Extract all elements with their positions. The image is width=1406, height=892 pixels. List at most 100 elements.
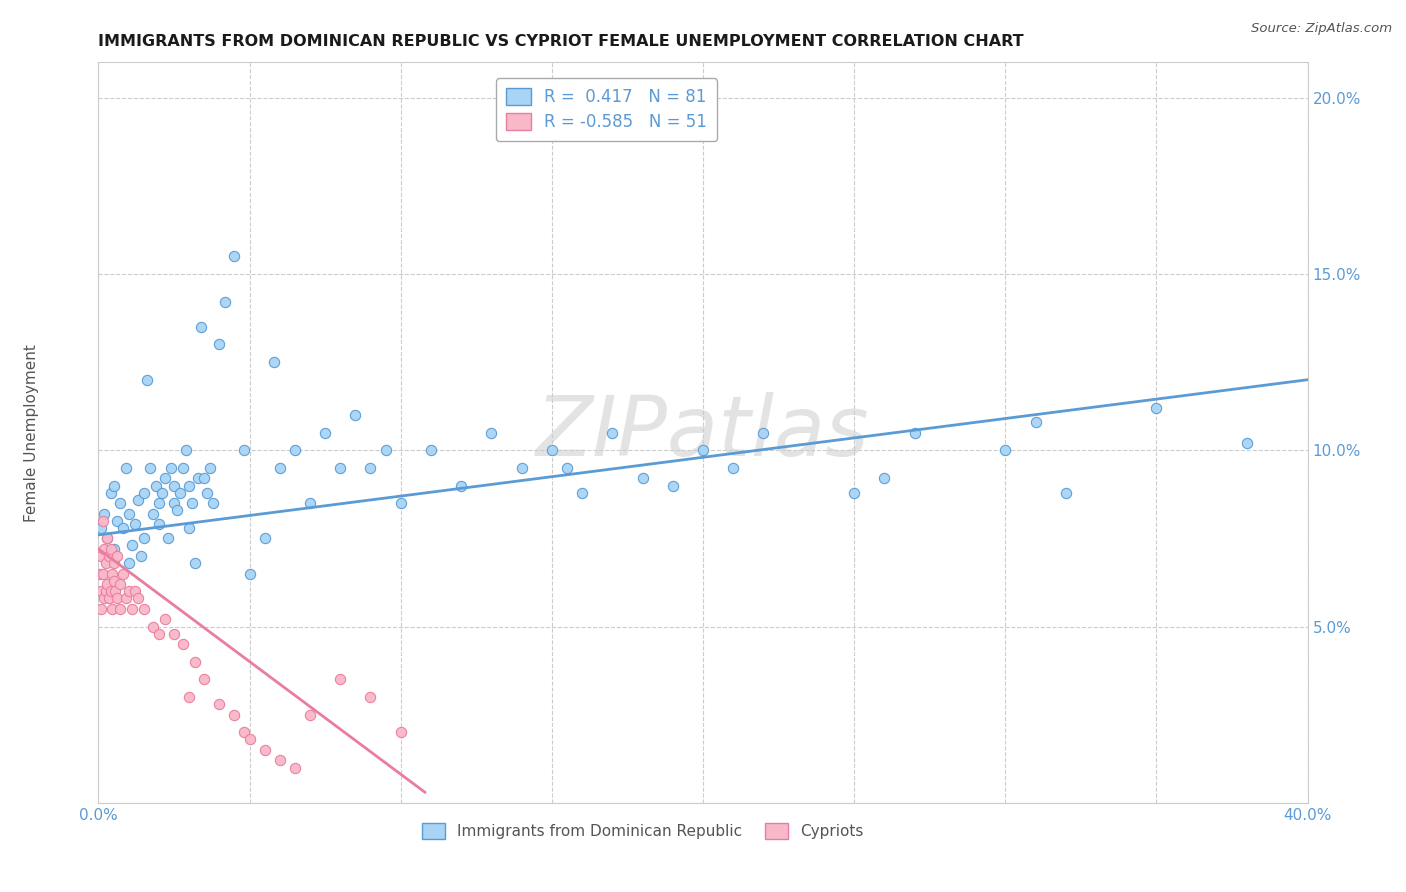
Point — [135, 373, 157, 387]
Point — [994, 443, 1017, 458]
Point — [163, 478, 186, 492]
Point — [101, 566, 124, 581]
Point — [299, 707, 322, 722]
Point — [132, 532, 155, 546]
Point — [631, 471, 654, 485]
Point — [124, 517, 146, 532]
Point — [208, 337, 231, 351]
Point — [132, 485, 155, 500]
Point — [127, 591, 149, 606]
Text: Female Unemployment: Female Unemployment — [24, 343, 39, 522]
Point — [389, 725, 412, 739]
Point — [108, 602, 131, 616]
Point — [374, 443, 396, 458]
Point — [148, 517, 170, 532]
Point — [129, 549, 152, 563]
Point — [200, 461, 222, 475]
Point — [692, 443, 714, 458]
Point — [232, 725, 254, 739]
Point — [723, 461, 745, 475]
Point — [142, 507, 165, 521]
Point — [121, 538, 143, 552]
Point — [148, 496, 170, 510]
Point — [90, 602, 112, 616]
Point — [193, 471, 215, 485]
Point — [420, 443, 443, 458]
Point — [160, 461, 183, 475]
Point — [1144, 401, 1167, 415]
Point — [163, 496, 186, 510]
Point — [540, 443, 562, 458]
Point — [142, 619, 165, 633]
Point — [153, 612, 176, 626]
Point — [510, 461, 533, 475]
Point — [314, 425, 336, 440]
Point — [284, 443, 307, 458]
Legend: Immigrants from Dominican Republic, Cypriots: Immigrants from Dominican Republic, Cypr… — [413, 815, 872, 847]
Point — [132, 602, 155, 616]
Point — [105, 514, 128, 528]
Point — [253, 532, 276, 546]
Point — [239, 732, 262, 747]
Point — [184, 556, 207, 570]
Point — [91, 514, 114, 528]
Point — [114, 461, 136, 475]
Point — [139, 461, 162, 475]
Point — [172, 461, 194, 475]
Point — [190, 319, 212, 334]
Point — [93, 507, 115, 521]
Point — [193, 673, 215, 687]
Point — [105, 591, 128, 606]
Point — [187, 471, 209, 485]
Point — [90, 584, 112, 599]
Point — [844, 485, 866, 500]
Point — [127, 492, 149, 507]
Point — [450, 478, 472, 492]
Point — [202, 496, 225, 510]
Point — [661, 478, 683, 492]
Point — [98, 591, 121, 606]
Point — [208, 697, 231, 711]
Point — [148, 626, 170, 640]
Point — [103, 574, 125, 588]
Point — [108, 496, 131, 510]
Point — [263, 355, 285, 369]
Point — [111, 521, 134, 535]
Point — [145, 478, 167, 492]
Point — [156, 532, 179, 546]
Point — [389, 496, 412, 510]
Point — [89, 566, 111, 581]
Point — [232, 443, 254, 458]
Point — [100, 584, 122, 599]
Point — [100, 485, 122, 500]
Point — [269, 754, 291, 768]
Point — [299, 496, 322, 510]
Point — [172, 637, 194, 651]
Point — [195, 485, 218, 500]
Point — [344, 408, 367, 422]
Point — [93, 541, 115, 556]
Point — [121, 602, 143, 616]
Point — [253, 743, 276, 757]
Point — [169, 485, 191, 500]
Point — [103, 478, 125, 492]
Point — [94, 584, 117, 599]
Text: ZIPatlas: ZIPatlas — [536, 392, 870, 473]
Point — [93, 591, 115, 606]
Point — [96, 577, 118, 591]
Point — [904, 425, 927, 440]
Point — [166, 503, 188, 517]
Point — [103, 541, 125, 556]
Point — [105, 549, 128, 563]
Point — [224, 707, 246, 722]
Point — [114, 591, 136, 606]
Point — [184, 655, 207, 669]
Point — [873, 471, 896, 485]
Point — [90, 549, 112, 563]
Point — [269, 461, 291, 475]
Point — [174, 443, 197, 458]
Point — [571, 485, 593, 500]
Point — [150, 485, 173, 500]
Point — [103, 556, 125, 570]
Point — [360, 690, 382, 704]
